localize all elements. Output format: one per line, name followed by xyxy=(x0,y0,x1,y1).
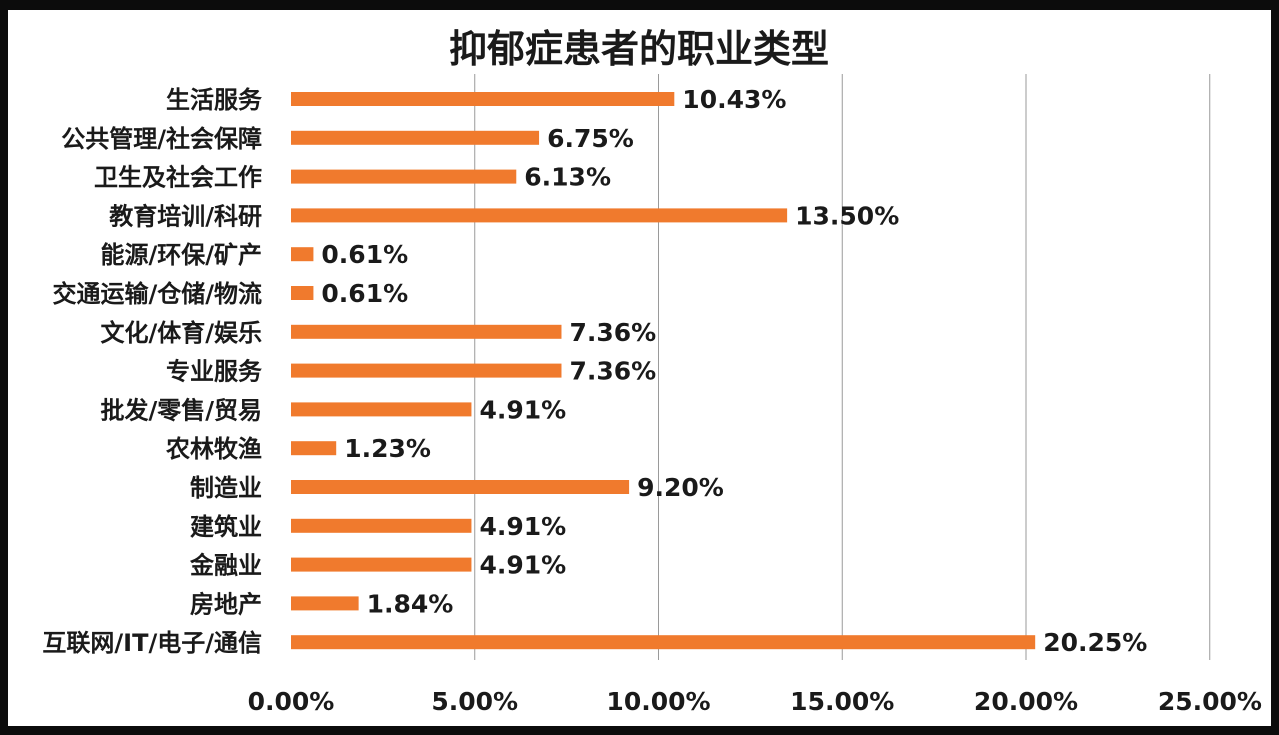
value-label-4: 0.61% xyxy=(321,240,408,269)
bar-7 xyxy=(291,363,562,378)
value-label-14: 20.25% xyxy=(1043,628,1147,657)
bar-14 xyxy=(291,635,1036,650)
value-label-11: 4.91% xyxy=(479,512,566,541)
category-label-12: 金融业 xyxy=(189,552,262,580)
value-label-5: 0.61% xyxy=(321,279,408,308)
x-tick-label-5: 25.00% xyxy=(1158,687,1262,716)
category-label-10: 制造业 xyxy=(190,474,262,502)
category-labels: 生活服务公共管理/社会保障卫生及社会工作教育培训/科研能源/环保/矿产交通运输/… xyxy=(42,86,263,657)
category-label-5: 交通运输/仓储/物流 xyxy=(52,280,262,308)
value-label-9: 1.23% xyxy=(344,434,431,463)
bar-10 xyxy=(291,480,630,494)
category-label-11: 建筑业 xyxy=(190,513,262,541)
value-label-1: 6.75% xyxy=(547,124,634,153)
category-label-4: 能源/环保/矿产 xyxy=(100,241,262,269)
bars xyxy=(291,92,1036,650)
category-label-2: 卫生及社会工作 xyxy=(94,164,262,192)
bar-6 xyxy=(291,324,562,339)
value-label-0: 10.43% xyxy=(682,85,786,114)
category-label-7: 专业服务 xyxy=(166,358,263,386)
bar-5 xyxy=(291,286,314,300)
value-label-12: 4.91% xyxy=(479,551,566,580)
gridlines xyxy=(474,74,1211,660)
bar-9 xyxy=(291,441,337,456)
value-label-13: 1.84% xyxy=(367,589,454,618)
bar-3 xyxy=(291,208,788,223)
bar-1 xyxy=(291,130,540,145)
bar-0 xyxy=(291,92,675,106)
value-label-10: 9.20% xyxy=(637,473,724,502)
bar-13 xyxy=(291,596,359,611)
x-tick-label-3: 15.00% xyxy=(790,687,894,716)
chart-title: 抑郁症患者的职业类型 xyxy=(449,27,829,71)
value-label-8: 4.91% xyxy=(479,395,566,424)
category-label-6: 文化/体育/娱乐 xyxy=(100,319,262,347)
chart-frame: 抑郁症患者的职业类型 生活服务公共管理/社会保障卫生及社会工作教育培训/科研能源… xyxy=(8,10,1271,726)
bar-11 xyxy=(291,518,472,533)
value-label-3: 13.50% xyxy=(795,201,899,230)
category-label-1: 公共管理/社会保障 xyxy=(61,125,262,153)
value-label-7: 7.36% xyxy=(569,357,656,386)
category-label-14: 互联网/IT/电子/通信 xyxy=(42,629,262,657)
bar-4 xyxy=(291,247,314,262)
category-label-8: 批发/零售/贸易 xyxy=(100,396,262,424)
category-label-0: 生活服务 xyxy=(166,86,263,114)
category-label-13: 房地产 xyxy=(190,590,262,618)
category-label-3: 教育培训/科研 xyxy=(109,202,262,230)
x-axis-tick-labels: 0.00% 5.00% 10.00% 15.00% 20.00% 25.00% xyxy=(248,687,1262,716)
bar-chart: 抑郁症患者的职业类型 生活服务公共管理/社会保障卫生及社会工作教育培训/科研能源… xyxy=(42,27,1262,716)
category-label-9: 农林牧渔 xyxy=(165,435,262,463)
value-label-2: 6.13% xyxy=(524,163,611,192)
value-labels: 10.43% 6.75% 6.13% 13.50% 0.61% 0.61% 7.36% 7.3… xyxy=(321,85,1147,657)
value-label-6: 7.36% xyxy=(569,318,656,347)
x-tick-label-1: 5.00% xyxy=(431,687,518,716)
x-tick-label-4: 20.00% xyxy=(974,687,1078,716)
x-tick-label-0: 0.00% xyxy=(248,687,335,716)
bar-12 xyxy=(291,557,472,572)
bar-8 xyxy=(291,402,472,417)
bar-2 xyxy=(291,169,517,184)
x-tick-label-2: 10.00% xyxy=(606,687,710,716)
